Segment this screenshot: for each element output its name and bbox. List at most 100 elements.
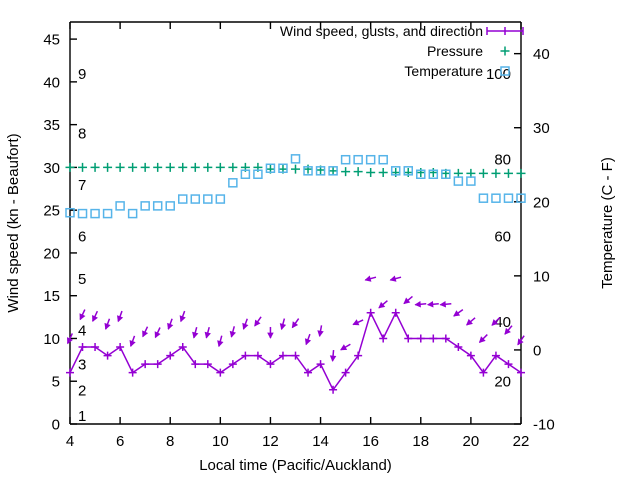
pressure-point [228, 162, 238, 172]
y-axis-label-right: 30 [533, 120, 550, 137]
x-axis-label: 22 [513, 433, 530, 450]
pressure-point [190, 162, 200, 172]
temperature-point [491, 193, 501, 203]
pressure-scale-label: 100 [486, 66, 511, 83]
wind-direction-arrow [378, 300, 388, 309]
beaufort-scale-label: 5 [78, 271, 86, 288]
temperature-point [165, 201, 175, 211]
legend-label: Wind speed, gusts, and direction [280, 23, 483, 39]
wind-direction-arrow [340, 343, 351, 351]
wind-direction-arrow [439, 301, 452, 308]
wind-direction-arrow [364, 275, 377, 282]
x-axis-label: 4 [66, 433, 74, 450]
wind-speed-point [91, 343, 100, 352]
wind-speed-point [517, 368, 525, 377]
temperature-point [328, 166, 338, 176]
y-axis-label-left: 45 [43, 32, 60, 49]
wind-direction-arrow [142, 326, 149, 338]
y-axis-label-left: 10 [43, 331, 60, 348]
temperature-point [77, 208, 88, 219]
y-axis-label-left: 35 [43, 117, 60, 134]
wind-direction-arrow [229, 326, 236, 338]
pressure-point [378, 168, 388, 178]
temperature-point [102, 208, 113, 219]
pressure-scale-label: 60 [494, 228, 511, 245]
pressure-point [90, 162, 100, 172]
wind-speed-point [191, 360, 200, 369]
temperature-point [466, 176, 476, 186]
pressure-point [366, 168, 376, 178]
pressure-point [78, 162, 88, 172]
temperature-point [127, 208, 138, 219]
wind-direction-arrow [242, 318, 249, 330]
wind-speed-point [266, 360, 275, 369]
wind-direction-arrow [403, 295, 413, 305]
wind-speed-point [491, 351, 500, 360]
legend-label: Pressure [427, 43, 483, 59]
wind-speed-point [479, 368, 488, 377]
wind-speed-point [466, 351, 475, 360]
legend-label: Temperature [404, 63, 483, 79]
y-axis-label-left: 20 [43, 245, 60, 262]
pressure-scale-label: 20 [494, 374, 511, 391]
x-axis-label: 16 [362, 433, 379, 450]
wind-direction-arrow [478, 334, 488, 343]
beaufort-scale-label: 2 [78, 382, 86, 399]
pressure-point [115, 162, 125, 172]
wind-direction-arrow [167, 318, 174, 330]
wind-direction-arrow [517, 335, 525, 346]
pressure-point [391, 168, 401, 178]
wind-speed-point [329, 385, 338, 394]
wind-direction-arrow [92, 310, 99, 322]
wind-speed-point [379, 334, 388, 343]
wind-speed-point [203, 360, 212, 369]
wind-speed-point [278, 351, 287, 360]
x-axis-label: 14 [312, 433, 329, 450]
y-axis-label-left: 5 [52, 374, 60, 391]
temperature-point [152, 201, 163, 211]
temperature-point [340, 154, 351, 165]
pressure-point [341, 167, 351, 177]
temperature-point [428, 169, 439, 179]
x-axis-label: 8 [166, 433, 174, 450]
wind-direction-arrow [291, 318, 300, 329]
pressure-point [478, 168, 488, 178]
temperature-point [503, 193, 514, 203]
wind-speed-point [116, 343, 125, 352]
temperature-point [140, 201, 150, 211]
wind-speed-point [216, 368, 225, 377]
wind-speed-point [241, 351, 250, 360]
wind-speed-point [404, 334, 413, 343]
x-axis-title: Local time (Pacific/Auckland) [199, 457, 392, 474]
wind-speed-point [429, 334, 438, 343]
wind-direction-arrow [504, 325, 513, 335]
beaufort-scale-label: 1 [78, 408, 86, 425]
beaufort-scale-label: 7 [78, 177, 86, 194]
wind-speed-point [316, 360, 325, 369]
y-axis-label-right: -10 [533, 417, 555, 434]
pressure-point [65, 162, 75, 172]
wind-speed-point [366, 308, 375, 317]
y-axis-label-left: 40 [43, 74, 60, 91]
wind-speed-point [391, 308, 400, 317]
wind-speed-point [504, 360, 513, 369]
wind-direction-arrow [129, 335, 136, 348]
wind-speed-point [153, 360, 162, 369]
wind-direction-arrow [491, 316, 501, 326]
wind-direction-arrow [179, 310, 186, 323]
wind-direction-arrow [254, 316, 262, 327]
y-axis-label-right: 20 [533, 194, 550, 211]
wind-speed-point [166, 351, 175, 360]
wind-speed-point [141, 360, 150, 369]
pressure-point [503, 168, 513, 178]
pressure-point [491, 168, 501, 178]
legend-swatch-temperature [500, 66, 510, 76]
wind-speed-point [103, 351, 112, 360]
temperature-point [90, 208, 100, 219]
wind-speed-point [253, 351, 262, 360]
pressure-point [215, 162, 225, 172]
pressure-point [353, 167, 363, 177]
wind-direction-arrow [352, 319, 364, 326]
